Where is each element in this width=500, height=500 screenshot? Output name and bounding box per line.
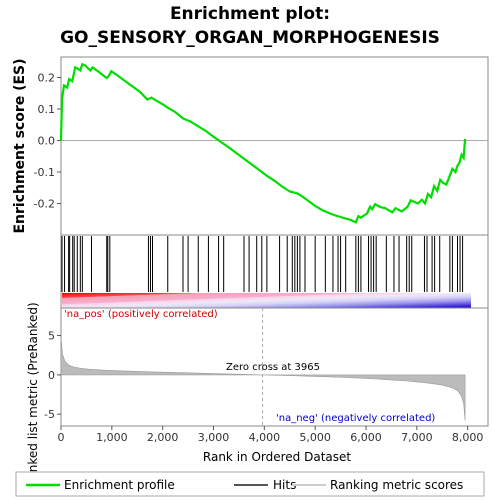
xtick-label: 1,000 [96,431,128,444]
xtick-label: 5,000 [299,431,331,444]
es-ytick-label: -0.2 [34,197,55,210]
chart-title-line1: Enrichment plot: [169,4,331,24]
xtick-label: 3,000 [198,431,230,444]
enrichment-profile-line [59,62,467,224]
xtick-label: 4,000 [249,431,281,444]
legend-ranking-label: Ranking metric scores [330,478,463,492]
zero-cross-label: Zero cross at 3965 [226,362,320,373]
es-ytick-label: 0.1 [38,103,56,116]
metric-ytick-label: -5 [44,408,55,421]
xtick-label: 8,000 [452,431,484,444]
ranking-metric-area [60,337,466,421]
xtick-label: 0 [58,431,65,444]
pos-label: 'na_pos' (positively correlated) [64,309,218,320]
es-panel-frame [60,56,489,236]
es-ytick-label: 0.0 [38,134,56,147]
legend-hits-label: Hits [273,478,296,492]
ranking-color-bar [62,293,471,308]
legend-profile-label: Enrichment profile [64,478,175,492]
chart-title-line2: GO_SENSORY_ORGAN_MORPHOGENESIS [60,28,440,48]
es-ytick-label: -0.1 [34,166,55,179]
metric-y-axis-label: Ranked list metric (PreRanked) [26,302,40,487]
x-axis-label: Rank in Ordered Dataset [203,450,351,464]
xtick-label: 7,000 [401,431,433,444]
xtick-label: 6,000 [350,431,382,444]
xtick-label: 2,000 [147,431,179,444]
es-ytick-label: 0.2 [38,71,56,84]
neg-label: 'na_neg' (negatively correlated) [276,413,435,424]
metric-ytick-label: 5 [48,330,55,343]
es-y-axis-label: Enrichment score (ES) [12,58,28,233]
metric-ytick-label: 0 [48,369,55,382]
